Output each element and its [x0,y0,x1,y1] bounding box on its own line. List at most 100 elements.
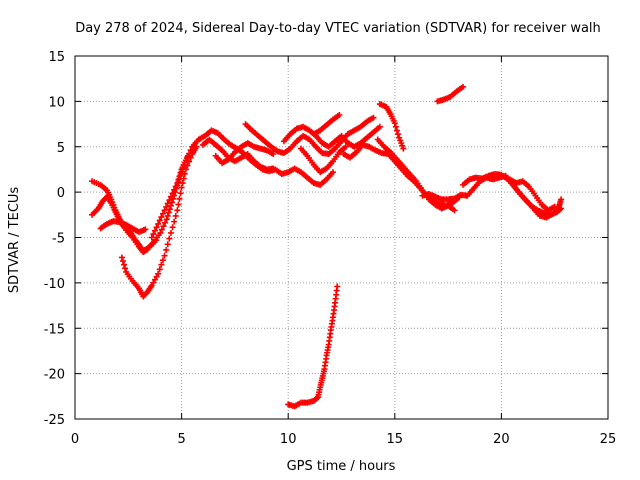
data-point [182,157,189,164]
data-point [551,203,558,210]
data-point [186,158,193,165]
data-point [186,150,193,157]
data-point [181,170,188,177]
data-point [334,283,341,290]
data-point [150,231,157,238]
data-point [159,257,166,264]
data-point [177,190,184,197]
data-point [155,220,162,227]
y-tick-label: -10 [44,277,65,292]
y-tick-label: -25 [44,413,65,428]
x-tick-label: 0 [71,432,79,447]
data-point [180,175,187,182]
y-tick-label: 0 [57,186,65,201]
data-point [159,210,166,217]
series-arc1 [89,178,160,255]
data-point [153,224,160,231]
x-tick-label: 5 [177,432,185,447]
data-point [169,190,176,197]
data-point [175,201,182,208]
data-point [160,223,167,230]
data-point [164,200,171,207]
data-point [156,266,163,273]
series-arc4 [118,143,200,300]
y-tick-label: -20 [44,368,65,383]
x-tick-label: 15 [387,432,404,447]
series-arc10 [297,143,349,176]
data-point [179,180,186,187]
data-point [400,145,407,152]
x-axis: 0 5 10 15 20 25 [71,56,616,447]
series-arc19 [285,283,341,410]
data-point [370,114,377,121]
data-point [460,83,467,90]
data-point [122,265,129,272]
data-point [161,207,168,214]
x-tick-label: 20 [493,432,510,447]
data-point [178,184,185,191]
data-point [148,234,155,241]
data-point [158,261,165,268]
data-point [187,147,194,154]
data-point [169,224,176,231]
data-point [177,169,184,176]
data-point [393,127,400,134]
series-arc17 [506,176,558,214]
data-point [176,195,183,202]
y-tick-label: 15 [48,50,65,65]
data-point [313,395,320,402]
data-point [167,202,174,209]
data-point [121,261,128,268]
x-tick-label: 25 [600,432,617,447]
data-point [187,154,194,161]
series-arc13 [376,101,407,152]
y-tick-label: -5 [52,232,65,247]
data-point [184,153,191,160]
data-point [166,206,173,213]
data-point [329,169,336,176]
data-point [342,143,349,150]
y-tick-label: -15 [44,322,65,337]
data-point [151,227,158,234]
data-point [162,219,169,226]
series-arc7 [212,140,277,167]
data-point [142,226,149,233]
data-point [164,212,171,219]
gridlines [75,56,608,419]
data-point [156,217,163,224]
series-arc3 [97,218,149,236]
data-point [171,218,178,225]
series-arc8 [242,114,377,158]
y-tick-label: 5 [57,141,65,156]
data-point [392,123,399,130]
series-arc11 [310,111,343,138]
data-point [391,120,398,127]
data-point [165,209,172,216]
data-point [119,258,126,265]
data-series [89,83,565,410]
data-point [118,254,125,261]
series-arc18 [434,83,467,105]
data-point [163,216,170,223]
data-point [163,246,170,253]
data-point [336,111,343,118]
data-point [558,196,565,203]
data-point [167,229,174,236]
data-point [174,180,181,187]
data-point [171,186,178,193]
data-point [158,226,165,233]
data-point [172,183,179,190]
data-point [155,270,162,277]
data-point [176,173,183,180]
data-point [158,214,165,221]
data-point [164,241,171,248]
y-tick-label: 10 [48,95,65,110]
x-tick-label: 10 [280,432,297,447]
data-point [163,203,170,210]
data-point [270,151,277,158]
y-axis: -25 -20 -15 -10 -5 0 5 10 15 [44,50,608,428]
data-point [161,252,168,259]
data-point [157,229,164,236]
data-point [394,131,401,138]
